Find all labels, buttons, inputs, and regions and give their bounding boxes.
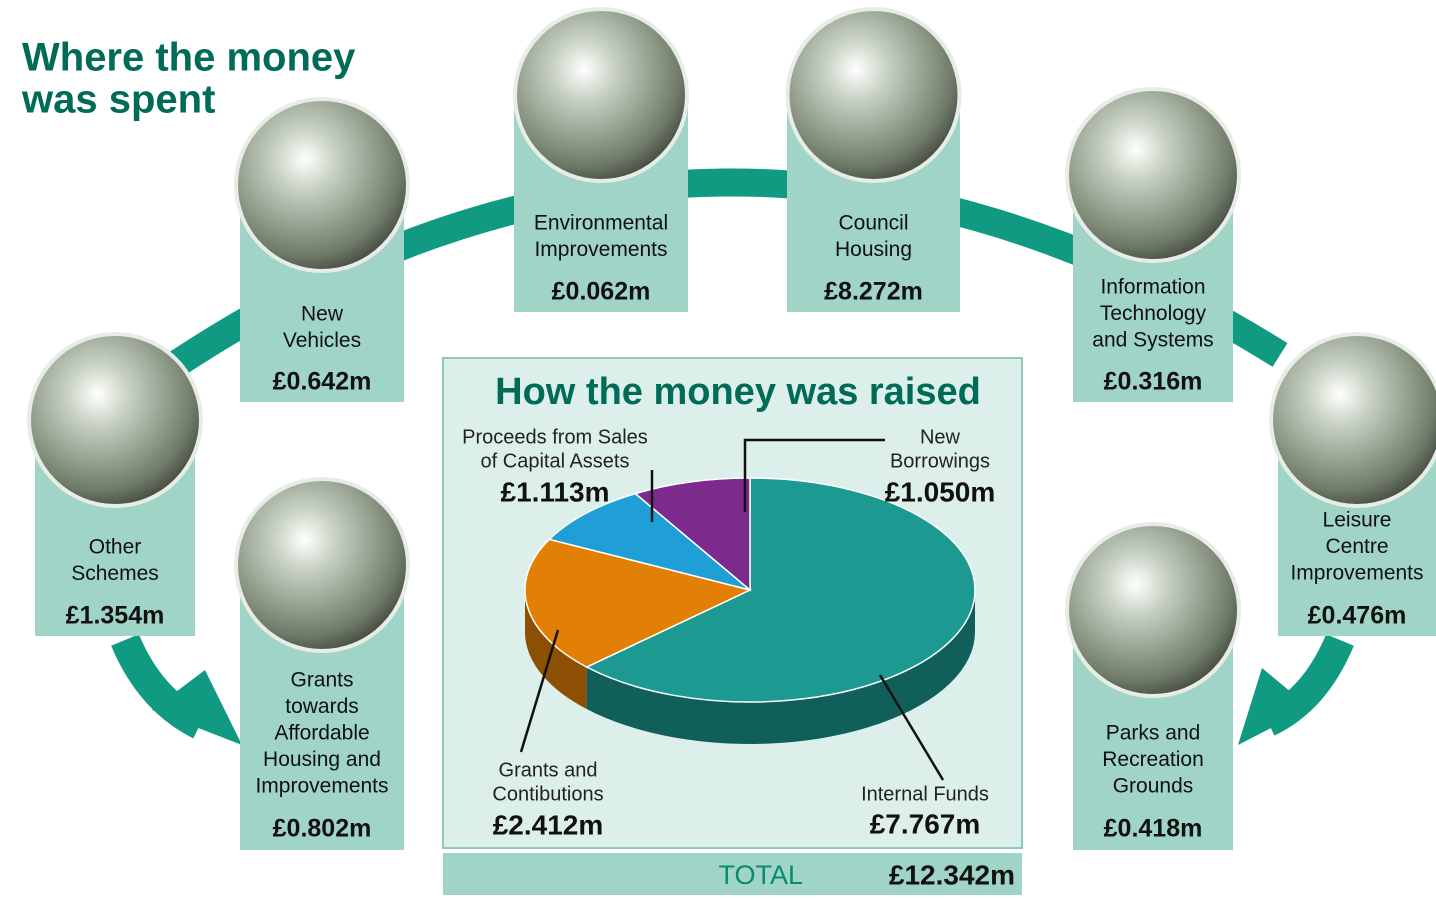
item-amount: £0.476m bbox=[1308, 602, 1407, 630]
item-label: Affordable bbox=[274, 722, 369, 745]
item-label: Improvements bbox=[1290, 562, 1423, 585]
item-photo bbox=[27, 332, 203, 508]
spending-item: Information Technology and Systems £0.316m bbox=[1065, 87, 1241, 402]
item-label: Other bbox=[89, 536, 142, 559]
slice-label: of Capital Assets bbox=[481, 450, 630, 472]
spending-item: Environmental Improvements £0.062m bbox=[513, 7, 689, 312]
slice bbox=[584, 477, 976, 703]
item-label: Technology bbox=[1100, 302, 1207, 325]
slice-value: £7.767m bbox=[870, 808, 981, 839]
total-amount: £12.342m bbox=[889, 859, 1015, 890]
title-line: Where the money bbox=[22, 36, 356, 80]
item-label: Grants bbox=[290, 669, 353, 692]
slice-side bbox=[525, 590, 587, 710]
item-photo bbox=[513, 7, 689, 183]
item-label: Centre bbox=[1325, 535, 1388, 558]
item-label: New bbox=[301, 303, 344, 326]
spending-items: New Vehicles £0.642m Environmental Improveme… bbox=[27, 7, 1436, 850]
slice-side bbox=[586, 590, 975, 744]
item-label: Housing bbox=[835, 238, 912, 261]
slice-value: £1.113m bbox=[501, 476, 610, 507]
item-amount: £0.642m bbox=[273, 368, 372, 396]
item-label: Parks and bbox=[1106, 722, 1201, 745]
title-line: was spent bbox=[21, 78, 215, 122]
spending-item: Leisure Centre Improvements £0.476m bbox=[1269, 332, 1436, 636]
leader-lines bbox=[519, 438, 945, 781]
item-photo bbox=[1065, 87, 1241, 263]
item-photo bbox=[785, 7, 962, 183]
item-label: Housing and bbox=[263, 748, 381, 771]
leader bbox=[519, 629, 560, 753]
arrow-left-head bbox=[152, 670, 242, 745]
item-amount: £0.062m bbox=[552, 278, 651, 306]
pie-title: How the money was raised bbox=[495, 371, 981, 413]
spending-item: Council Housing £8.272m bbox=[785, 7, 962, 312]
arrow-right-head bbox=[1238, 668, 1310, 745]
spending-item: Parks and Recreation Grounds £0.418m bbox=[1065, 522, 1241, 850]
slice-label: Internal Funds bbox=[861, 783, 989, 805]
item-photo bbox=[234, 97, 410, 273]
slice bbox=[547, 492, 751, 591]
item-label: Recreation bbox=[1102, 748, 1204, 771]
item-label: Grounds bbox=[1113, 775, 1194, 798]
item-amount: £0.316m bbox=[1104, 368, 1203, 396]
item-photo bbox=[1269, 332, 1436, 508]
item-amount: £0.802m bbox=[273, 815, 372, 843]
leader bbox=[743, 438, 885, 512]
slice-label: Borrowings bbox=[890, 450, 990, 472]
item-photo bbox=[234, 477, 410, 653]
item-label: Improvements bbox=[255, 775, 388, 798]
item-amount: £1.354m bbox=[66, 602, 165, 630]
item-amount: £8.272m bbox=[824, 278, 923, 306]
leader bbox=[878, 674, 945, 781]
item-label: towards bbox=[285, 695, 359, 718]
spending-item: Grants towards Affordable Housing and Improv… bbox=[234, 477, 410, 850]
item-label: and Systems bbox=[1092, 329, 1213, 352]
item-label: Leisure bbox=[1323, 509, 1392, 532]
slice-label: Grants and bbox=[499, 759, 598, 781]
item-label: Council bbox=[838, 212, 908, 235]
slice bbox=[524, 538, 753, 668]
slice-value: £1.050m bbox=[885, 476, 996, 507]
pie: Internal Funds £7.767m Grants andContibuti… bbox=[462, 426, 995, 840]
item-label: Vehicles bbox=[283, 329, 361, 352]
slice-label: Proceeds from Sales bbox=[462, 426, 648, 448]
item-label: Schemes bbox=[71, 562, 159, 585]
slice-label: New bbox=[920, 426, 961, 448]
total-bar bbox=[443, 853, 1022, 895]
item-photo bbox=[1065, 522, 1241, 698]
slice-value: £2.412m bbox=[493, 809, 604, 840]
spending-item: Other Schemes £1.354m bbox=[27, 332, 203, 636]
item-amount: £0.418m bbox=[1104, 815, 1203, 843]
item-label: Information bbox=[1100, 276, 1205, 299]
spending-item: New Vehicles £0.642m bbox=[234, 97, 410, 402]
item-label: Environmental bbox=[534, 212, 668, 235]
total-label: TOTAL bbox=[718, 860, 803, 890]
item-label: Improvements bbox=[534, 238, 667, 261]
slice-label: Contibutions bbox=[492, 783, 603, 805]
